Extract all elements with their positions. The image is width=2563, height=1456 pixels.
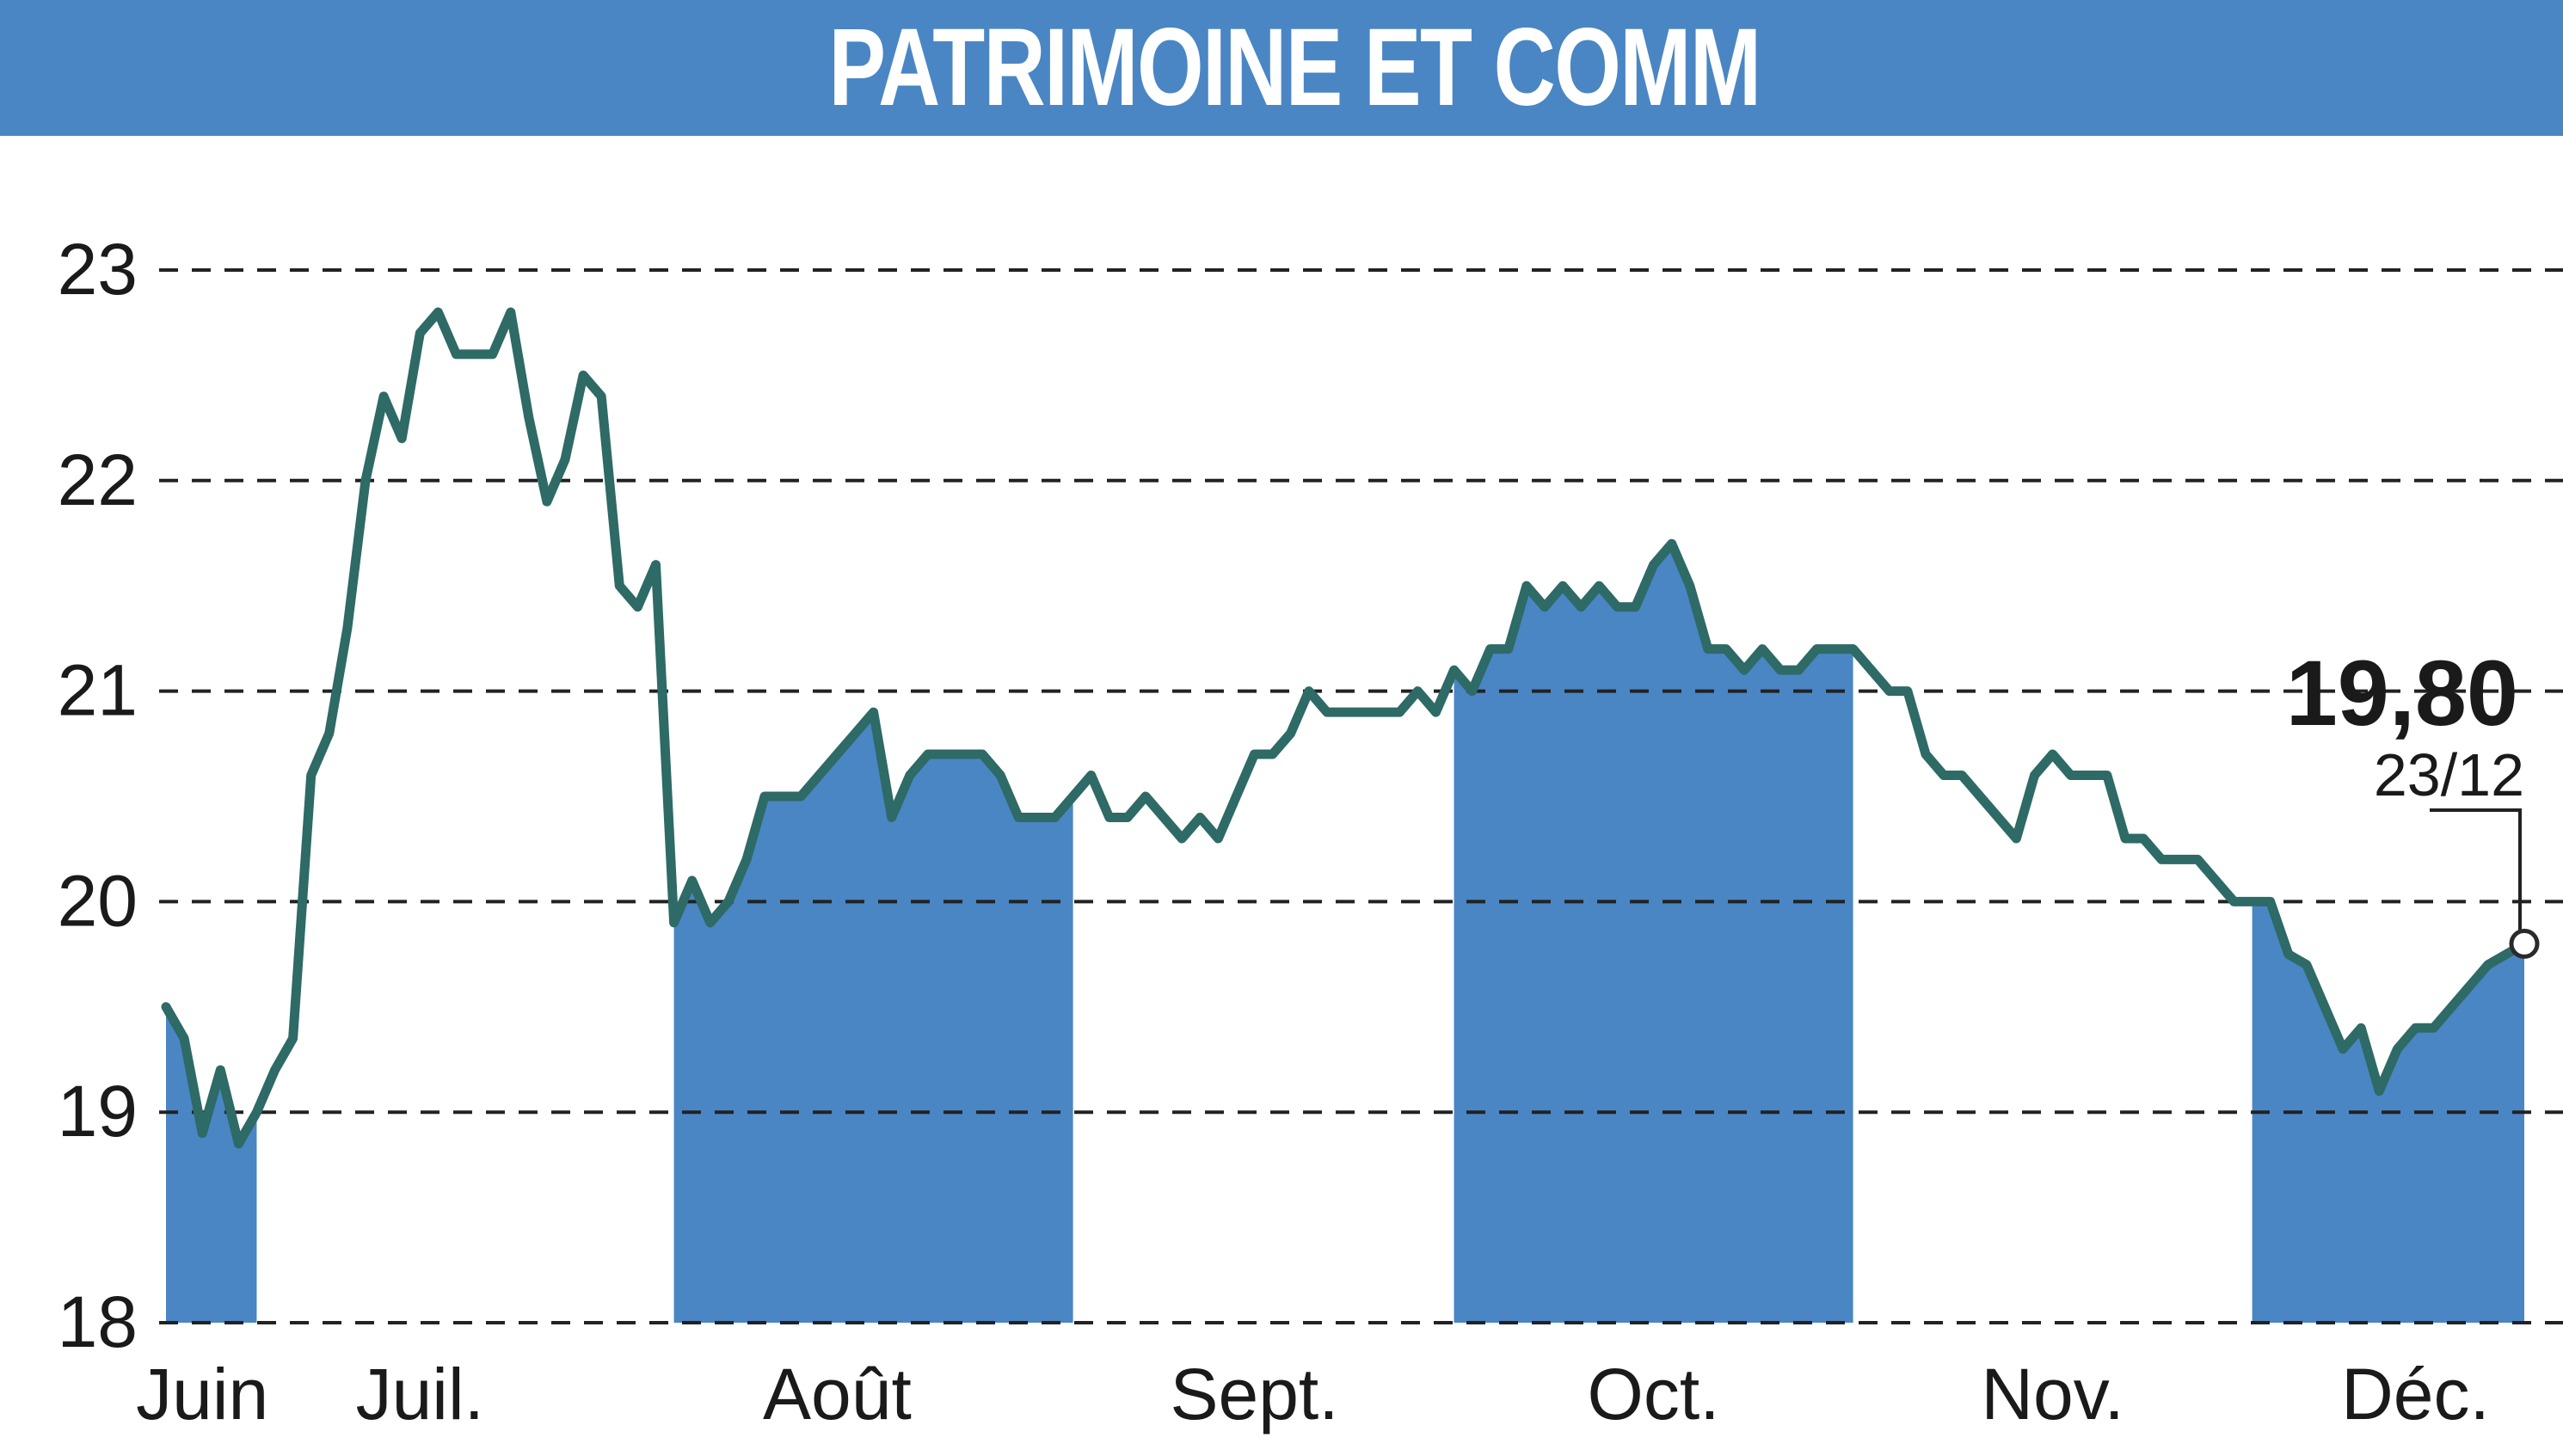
y-tick-label-21: 21 bbox=[58, 650, 138, 731]
y-axis-ticks: 18 19 20 21 22 23 bbox=[58, 229, 138, 1362]
x-tick-label-3: Août bbox=[763, 1354, 912, 1434]
last-value-label: 19,80 bbox=[2286, 641, 2518, 745]
x-tick-label-6: Nov. bbox=[1981, 1354, 2124, 1434]
x-tick-label-1: Juin bbox=[136, 1354, 268, 1434]
grid-lines bbox=[159, 268, 2563, 1324]
y-tick-label-18: 18 bbox=[58, 1281, 138, 1362]
month-bands bbox=[166, 544, 2524, 1323]
x-tick-label-2: Juil. bbox=[356, 1354, 484, 1434]
x-axis-month-labels: Juin Juil. Août Sept. Oct. Nov. Déc. bbox=[136, 1354, 2490, 1434]
last-value-leader-line bbox=[2430, 808, 2522, 931]
x-tick-label-5: Oct. bbox=[1588, 1354, 1720, 1434]
band-aout bbox=[673, 712, 1073, 1323]
last-date-label: 23/12 bbox=[2374, 741, 2524, 808]
y-tick-label-19: 19 bbox=[58, 1071, 138, 1152]
band-oct bbox=[1454, 544, 1853, 1323]
price-line bbox=[161, 307, 2529, 1149]
x-tick-label-7: Déc. bbox=[2341, 1354, 2490, 1434]
y-tick-label-20: 20 bbox=[58, 860, 138, 941]
chart-title: PATRIMOINE ET COMM bbox=[828, 6, 1761, 129]
title-bar bbox=[0, 0, 2563, 136]
x-tick-label-4: Sept. bbox=[1170, 1354, 1338, 1434]
y-tick-label-23: 23 bbox=[58, 229, 138, 310]
y-tick-label-22: 22 bbox=[58, 439, 138, 520]
last-point-marker bbox=[2509, 928, 2540, 959]
band-juin bbox=[166, 1006, 257, 1323]
series-group bbox=[161, 307, 2529, 1149]
last-value-annotation: 19,80 23/12 bbox=[2286, 641, 2540, 959]
